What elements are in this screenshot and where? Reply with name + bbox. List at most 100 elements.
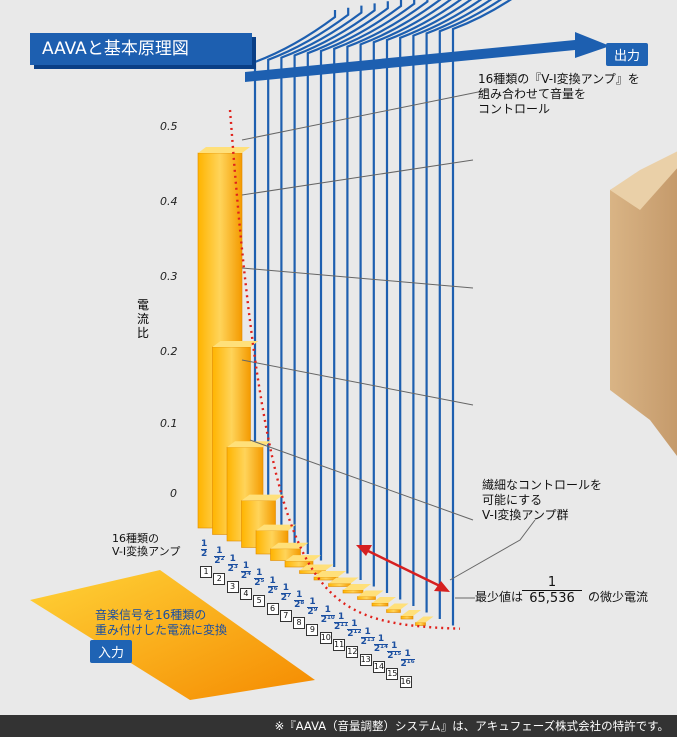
page-title: AAVAと基本原理図 (30, 33, 252, 65)
amp-number: 8 (293, 617, 306, 630)
left-note-line: 16種類の (112, 532, 159, 545)
amp-fraction: 1 2¹⁵ (387, 642, 402, 661)
fraction-denominator: 2⁵ (254, 578, 265, 589)
fraction-denominator: 2¹⁶ (400, 658, 415, 669)
fraction-denominator: 2⁷ (280, 592, 292, 603)
fraction-numerator: 1 (201, 539, 208, 550)
y-tick: 0 (170, 487, 177, 500)
current-bar (357, 596, 376, 600)
leader-lines (241, 89, 536, 599)
right-note-line: 可能にする (482, 493, 543, 507)
fraction-denominator: 2⁴ (240, 570, 252, 581)
wire (438, 0, 503, 619)
amp-number: 12 (346, 646, 359, 659)
amp-number: 3 (226, 580, 239, 593)
fraction-denominator: 2³ (227, 563, 238, 574)
current-bar (328, 583, 351, 587)
fraction-numerator: 1 (320, 605, 335, 616)
current-bar-top (241, 494, 284, 501)
wire (412, 0, 483, 606)
y-tick: 0.2 (160, 345, 178, 358)
wire (333, 0, 416, 567)
current-bar-top (270, 542, 309, 549)
amp-fraction: 1 2¹⁴ (373, 634, 389, 654)
min-value-denominator: 65,536 (529, 591, 575, 606)
current-bar-top (343, 584, 371, 590)
amp-fraction: 1 2⁷ (280, 582, 292, 603)
current-bar (386, 609, 401, 613)
fraction-denominator: 2¹⁰ (320, 614, 335, 625)
wire (293, 3, 376, 548)
range-arrow (361, 546, 445, 590)
fraction-denominator: 2¹³ (360, 636, 375, 647)
fraction-denominator: 2¹² (347, 629, 362, 640)
amp-fraction: 1 2² (214, 546, 225, 566)
input-note-line: 音楽信号を16種類の (95, 608, 207, 622)
input-label: 入力 (90, 640, 133, 663)
right-note-line: 繊細なコントロールを (482, 478, 603, 492)
wire (319, 0, 403, 561)
bar-group (197, 147, 434, 626)
y-tick: 0.1 (160, 417, 178, 430)
wire (385, 0, 463, 593)
wire (425, 0, 493, 613)
amp-number: 5 (253, 595, 266, 608)
current-bar-top (299, 564, 334, 571)
min-value-numerator: 1 (522, 575, 582, 591)
footer-note: ※『AAVA（音量調整）システム』は、アキュフェーズ株式会社の特許です。 (0, 715, 677, 737)
current-bar (342, 589, 364, 594)
amp-number: 13 (359, 653, 372, 666)
wire (267, 7, 350, 535)
current-bar-top (227, 441, 271, 448)
min-value-fraction: 1 65,536 (522, 575, 582, 606)
top-note-line: 16種類の『V-I変換アンプ』を (478, 72, 640, 86)
amp-number: 4 (239, 587, 252, 600)
fraction-numerator: 1 (307, 597, 318, 609)
current-bar (371, 602, 389, 607)
fraction-numerator: 1 (267, 575, 278, 587)
wire (451, 0, 512, 626)
input-slab (30, 570, 315, 700)
amp-number: 15 (386, 668, 399, 681)
fraction-numerator: 1 (227, 553, 238, 565)
amp-number: 7 (279, 609, 292, 622)
left-note: 16種類の V-I変換アンプ (112, 532, 180, 558)
fraction-denominator: 2 (201, 549, 208, 559)
current-curve (228, 109, 461, 630)
current-bar-top (314, 571, 346, 577)
amp-number: 11 (333, 639, 345, 651)
fraction-numerator: 1 (400, 649, 415, 660)
amp-number: 2 (213, 573, 226, 586)
current-bar-top (401, 610, 421, 616)
fraction-numerator: 1 (347, 620, 362, 631)
y-tick: 0.4 (160, 195, 178, 208)
fraction-numerator: 1 (214, 546, 225, 558)
top-note-line: コントロール (478, 102, 551, 116)
amp-number: 14 (372, 660, 385, 673)
fraction-denominator: 2¹¹ (334, 622, 349, 632)
amp-fraction: 1 2¹³ (360, 627, 375, 647)
wire (253, 10, 337, 528)
y-tick: 0.3 (160, 270, 178, 283)
fraction-numerator: 1 (294, 590, 305, 602)
amp-fraction: 1 2¹⁰ (320, 605, 335, 625)
fraction-numerator: 1 (373, 634, 389, 645)
amp-fraction: 1 2¹² (347, 620, 362, 640)
amp-fraction: 1 2⁶ (267, 575, 278, 596)
input-note-line: 重み付けした電流に変換 (95, 623, 228, 637)
fraction-numerator: 1 (280, 582, 292, 594)
current-bar-top (415, 616, 434, 623)
right-note-line: V-I変換アンプ群 (482, 508, 569, 522)
output-arrow (245, 32, 610, 82)
amp-fraction: 1 2⁴ (240, 560, 252, 581)
amp-number: 9 (306, 624, 319, 637)
amp-fraction: 1 2¹¹ (334, 613, 349, 632)
current-bar-top (386, 603, 409, 610)
wire (306, 1, 389, 554)
wire (359, 0, 442, 580)
fraction-numerator: 1 (240, 560, 252, 572)
current-bar-top (285, 555, 321, 562)
